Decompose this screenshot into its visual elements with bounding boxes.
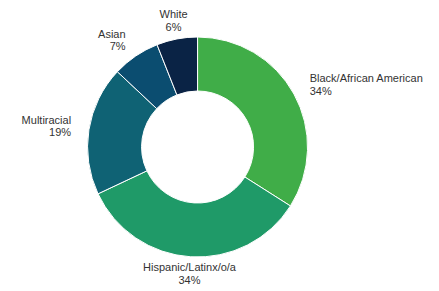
svg-text:Asian7%: Asian7% xyxy=(98,28,126,53)
svg-text:White6%: White6% xyxy=(160,8,188,33)
svg-text:Multiracial19%: Multiracial19% xyxy=(22,114,72,139)
svg-text:Hispanic/Latinx/o/a34%: Hispanic/Latinx/o/a34% xyxy=(143,261,237,286)
svg-text:Black/African American34%: Black/African American34% xyxy=(310,72,423,97)
